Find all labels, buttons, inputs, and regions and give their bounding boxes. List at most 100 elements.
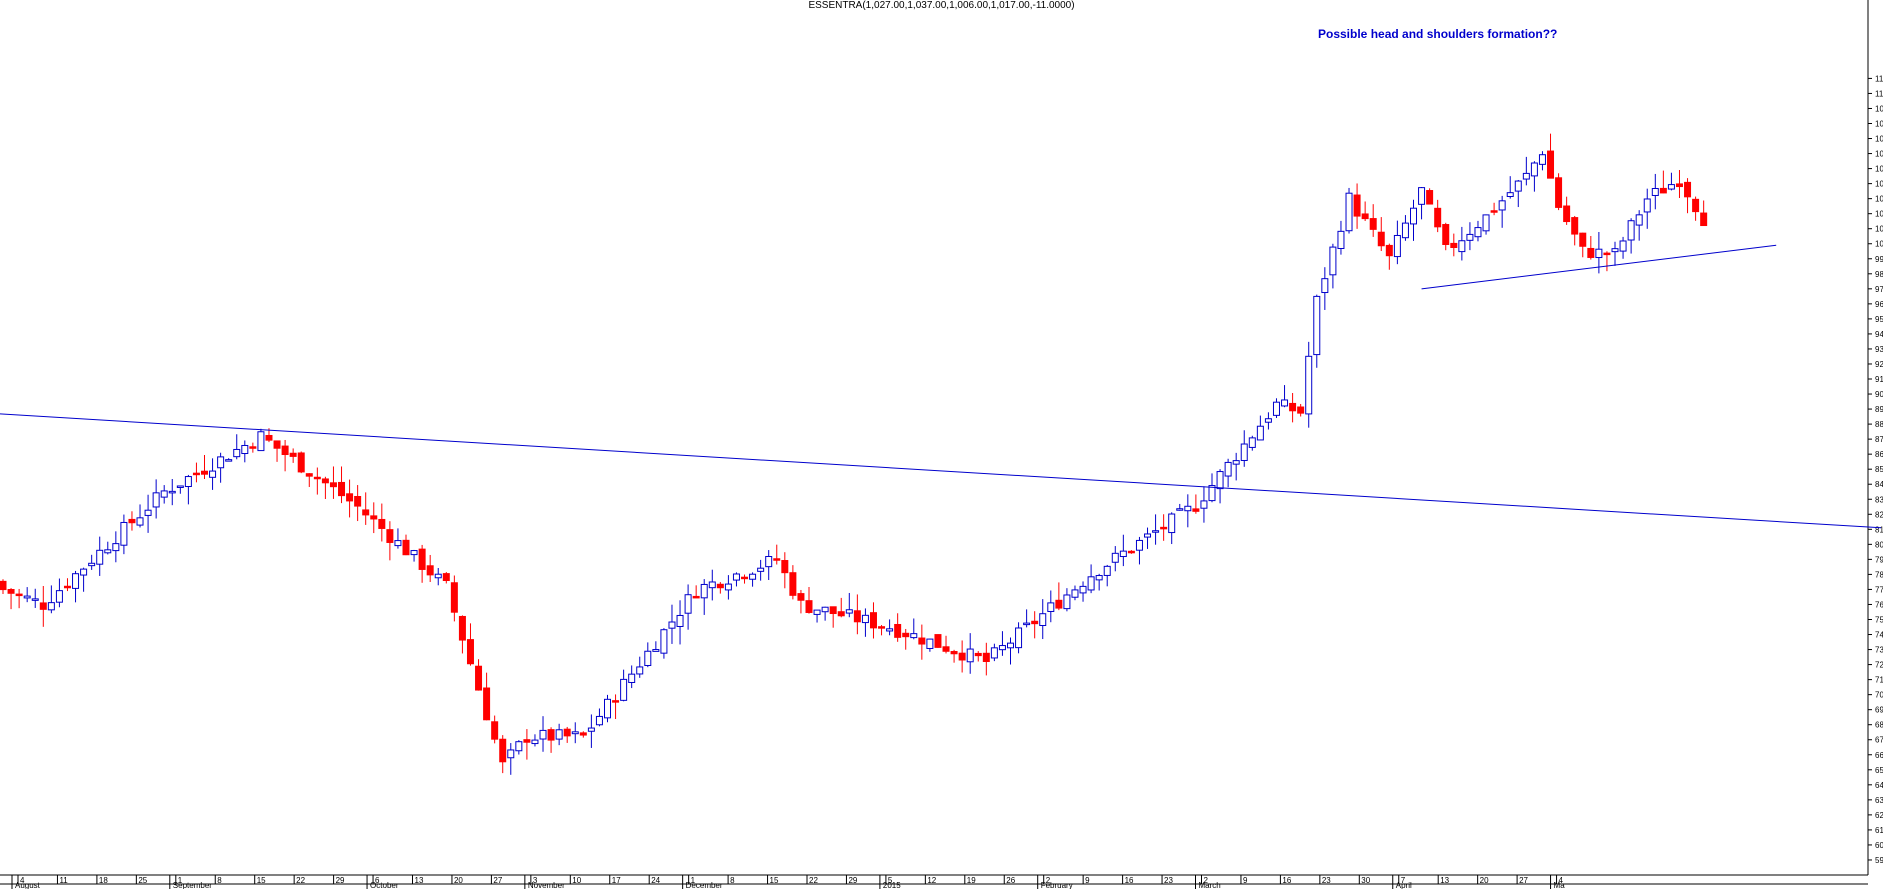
- candle-body: [547, 729, 555, 741]
- candle-body: [426, 565, 434, 576]
- y-tick-label: 790: [1875, 555, 1883, 564]
- candle-body: [1563, 205, 1571, 223]
- candle-body: [821, 606, 829, 613]
- y-tick-label: 650: [1875, 766, 1883, 775]
- candle-body: [289, 452, 297, 457]
- candle-body: [539, 729, 547, 740]
- candle-body: [47, 602, 55, 611]
- candle-body: [1103, 565, 1111, 576]
- chart-title: ESSENTRA(1,027.00,1,037.00,1,006.00,1,01…: [808, 0, 1075, 11]
- y-tick-label: 860: [1875, 450, 1883, 459]
- y-tick-label: 920: [1875, 360, 1883, 369]
- month-label: December: [686, 881, 723, 889]
- candle-body: [1498, 200, 1506, 211]
- x-tick-label: 2: [1046, 876, 1051, 885]
- candle-body: [1522, 172, 1530, 180]
- candle-body: [1015, 627, 1023, 649]
- candle-body: [1418, 187, 1426, 205]
- candle-body: [112, 543, 120, 552]
- candle-body: [1410, 207, 1417, 225]
- y-tick-label: 750: [1875, 615, 1883, 624]
- x-tick-label: 8: [730, 876, 735, 885]
- x-tick-label: 20: [1480, 876, 1489, 885]
- candle-body: [1353, 194, 1361, 217]
- candle-body: [176, 485, 184, 488]
- candle-body: [1458, 240, 1466, 253]
- y-tick-label: 590: [1875, 856, 1883, 865]
- candle-body: [708, 581, 716, 589]
- candle-body: [934, 634, 942, 648]
- y-tick-label: 1000: [1875, 240, 1883, 249]
- month-label: February: [1041, 881, 1073, 889]
- candle-body: [442, 573, 450, 582]
- candle-body: [104, 549, 112, 554]
- y-tick-label: 990: [1875, 255, 1883, 264]
- y-tick-label: 700: [1875, 691, 1883, 700]
- candle-body: [974, 652, 982, 657]
- candle-body: [1031, 620, 1039, 625]
- candle-body: [1216, 471, 1224, 490]
- candle-body: [1377, 231, 1385, 247]
- y-tick-label: 660: [1875, 751, 1883, 760]
- y-tick-label: 670: [1875, 736, 1883, 745]
- candle-body: [523, 739, 531, 743]
- candle-body: [700, 583, 708, 599]
- candle-body: [1530, 162, 1538, 177]
- candle-body: [483, 687, 491, 721]
- candle-body: [636, 666, 644, 675]
- y-tick-label: 760: [1875, 600, 1883, 609]
- candle-body: [1297, 406, 1305, 414]
- x-tick-label: 16: [1125, 876, 1134, 885]
- candle-body: [1684, 181, 1692, 198]
- candle-body: [1127, 550, 1135, 554]
- candle-body: [313, 476, 321, 480]
- candle-body: [31, 598, 39, 601]
- candle-body: [1466, 233, 1474, 241]
- candle-body: [1192, 508, 1200, 512]
- candle-body: [918, 637, 926, 645]
- candle-body: [305, 473, 313, 477]
- x-tick-label: 1: [691, 876, 696, 885]
- candle-body: [72, 573, 80, 589]
- candle-body: [15, 593, 23, 597]
- y-tick-label: 970: [1875, 285, 1883, 294]
- candle-body: [1361, 213, 1369, 220]
- y-tick-label: 1110: [1875, 74, 1883, 83]
- y-tick-label: 840: [1875, 480, 1883, 489]
- y-tick-label: 730: [1875, 646, 1883, 655]
- candle-body: [966, 648, 974, 663]
- candle-body: [1232, 460, 1240, 465]
- y-tick-label: 610: [1875, 826, 1883, 835]
- candle-body: [475, 665, 483, 691]
- candle-body: [1393, 234, 1401, 258]
- y-tick-label: 910: [1875, 375, 1883, 384]
- candle-body: [1595, 248, 1603, 259]
- candle-body: [491, 721, 499, 740]
- candle-body: [869, 612, 877, 629]
- trendline-neckline: [0, 413, 1882, 529]
- candle-body: [716, 583, 724, 589]
- y-tick-label: 1020: [1875, 210, 1883, 219]
- candle-body: [515, 741, 523, 752]
- candle-body: [1256, 425, 1264, 441]
- candle-body: [329, 482, 337, 488]
- candle-body: [765, 556, 773, 568]
- candle-body: [217, 456, 225, 469]
- candle-body: [1337, 230, 1345, 249]
- y-tick-label: 1070: [1875, 135, 1883, 144]
- x-tick-label: 11: [59, 876, 68, 885]
- candle-body: [982, 652, 990, 662]
- y-tick-label: 810: [1875, 525, 1883, 534]
- x-tick-label: 4: [20, 876, 25, 885]
- x-tick-label: 22: [809, 876, 818, 885]
- candle-body: [1023, 622, 1031, 626]
- candle-body: [466, 639, 474, 665]
- candle-body: [434, 573, 442, 579]
- x-tick-label: 30: [1361, 876, 1370, 885]
- candle-body: [152, 492, 160, 508]
- y-tick-label: 870: [1875, 435, 1883, 444]
- candle-body: [507, 749, 515, 759]
- candle-body: [1659, 187, 1667, 194]
- y-tick-label: 900: [1875, 390, 1883, 399]
